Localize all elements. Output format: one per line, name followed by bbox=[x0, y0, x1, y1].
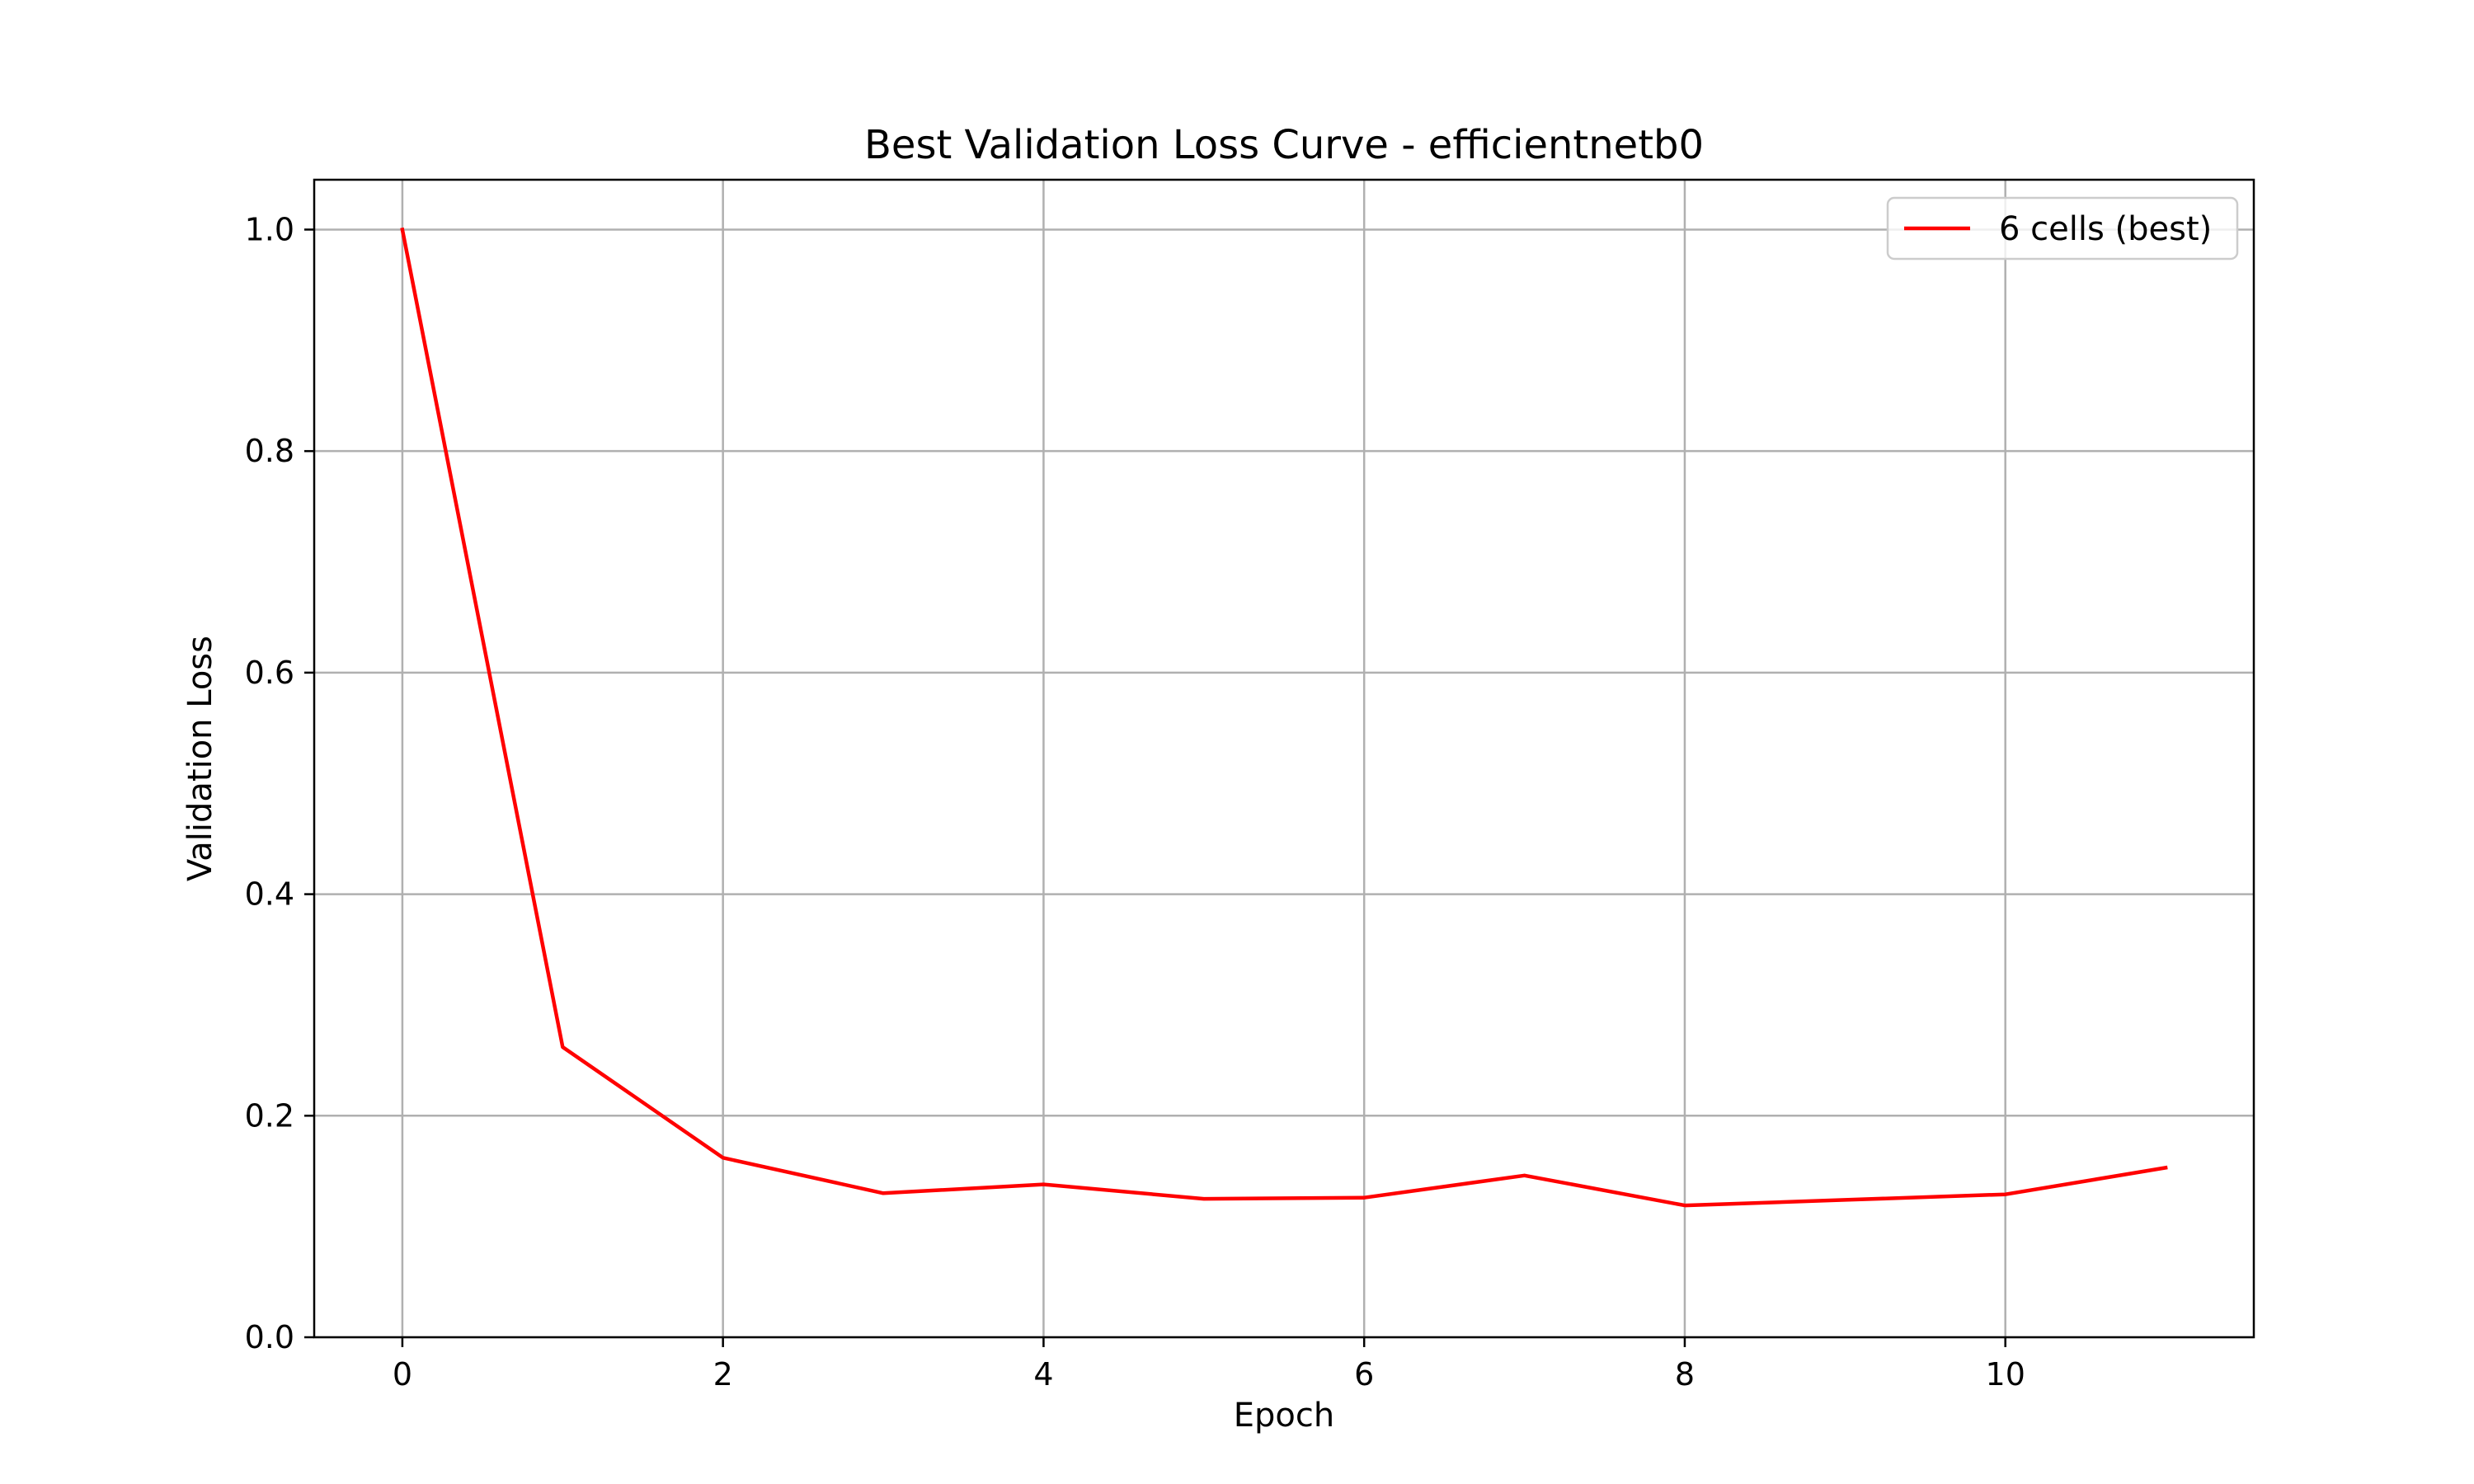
chart-title: Best Validation Loss Curve - efficientne… bbox=[864, 122, 1704, 168]
legend-box bbox=[1886, 196, 2239, 261]
y-tick-label: 0.8 bbox=[245, 433, 294, 469]
series-line bbox=[400, 227, 2168, 1208]
y-tick-label: 0.2 bbox=[245, 1097, 294, 1134]
y-axis-ticks: 0.0 0.2 0.4 0.6 0.8 1.0 bbox=[245, 211, 314, 1355]
y-tick-label: 0.4 bbox=[245, 876, 294, 913]
x-tick-label: 4 bbox=[1033, 1356, 1053, 1392]
x-tick-label: 2 bbox=[713, 1356, 733, 1392]
x-tick-label: 0 bbox=[393, 1356, 412, 1392]
x-tick-label: 10 bbox=[1986, 1356, 2025, 1392]
legend: 6 cells (best) bbox=[1886, 196, 2239, 261]
y-tick-label: 0.6 bbox=[245, 655, 294, 691]
x-axis-label: Epoch bbox=[1234, 1397, 1334, 1435]
x-tick-label: 6 bbox=[1354, 1356, 1374, 1392]
y-axis-label: Validation Loss bbox=[181, 636, 219, 881]
y-tick-label: 0.0 bbox=[245, 1319, 294, 1355]
x-tick-label: 8 bbox=[1675, 1356, 1695, 1392]
plot-area-frame bbox=[313, 178, 2255, 1339]
legend-entry-label: 6 cells (best) bbox=[1999, 210, 2212, 248]
x-axis-ticks: 0 2 4 6 8 10 bbox=[393, 1337, 2025, 1392]
y-tick-label: 1.0 bbox=[245, 211, 294, 247]
series-layer bbox=[400, 227, 2168, 1208]
